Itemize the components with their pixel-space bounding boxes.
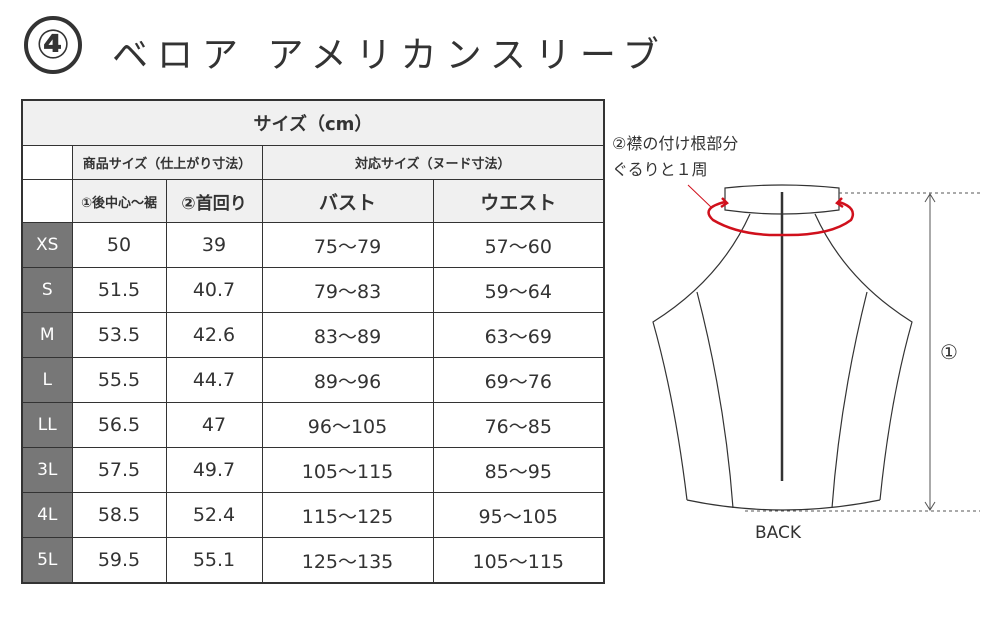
- waist-cell: 95〜105: [432, 492, 605, 538]
- page-title: ベロア アメリカンスリーブ: [112, 35, 668, 76]
- neck-cell: 55.1: [165, 537, 263, 584]
- size-cell: 4L: [21, 492, 73, 538]
- waist-cell: 105〜115: [432, 537, 605, 584]
- length-cell: 51.5: [71, 267, 167, 313]
- waist-cell: 59〜64: [432, 267, 605, 313]
- bust-cell: 89〜96: [261, 357, 434, 403]
- table-row: S 51.5 40.7 79〜83 59〜64: [21, 267, 605, 313]
- table-row: 5L 59.5 55.1 125〜135 105〜115: [21, 537, 605, 584]
- col-length: ①後中心〜裾: [71, 179, 167, 223]
- neck-measure-note: ②襟の付け根部分 ぐるりと１周: [612, 131, 738, 183]
- length-cell: 50: [71, 222, 167, 268]
- table-row: LL 56.5 47 96〜105 76〜85: [21, 402, 605, 448]
- waist-cell: 69〜76: [432, 357, 605, 403]
- collar: [724, 184, 840, 215]
- table-row: L 55.5 44.7 89〜96 69〜76: [21, 357, 605, 403]
- bust-cell: 125〜135: [261, 537, 434, 584]
- garment-right-outline: [814, 213, 913, 501]
- size-cell: S: [21, 267, 73, 313]
- view-label: BACK: [755, 523, 802, 543]
- length-marker: ①: [940, 340, 958, 364]
- size-cell: L: [21, 357, 73, 403]
- note-line-2: ぐるりと１周: [612, 160, 708, 179]
- col-bust: バスト: [261, 179, 434, 223]
- bust-cell: 96〜105: [261, 402, 434, 448]
- neck-cell: 52.4: [165, 492, 263, 538]
- col-waist: ウエスト: [432, 179, 605, 223]
- pointer-line: [687, 184, 713, 209]
- bust-cell: 75〜79: [261, 222, 434, 268]
- bust-cell: 83〜89: [261, 312, 434, 358]
- table-row: XS 50 39 75〜79 57〜60: [21, 222, 605, 268]
- bust-cell: 105〜115: [261, 447, 434, 493]
- left-princess-seam: [696, 291, 734, 509]
- bust-cell: 115〜125: [261, 492, 434, 538]
- length-cell: 56.5: [71, 402, 167, 448]
- title-number: ④: [24, 16, 82, 74]
- length-cell: 58.5: [71, 492, 167, 538]
- table-row: 4L 58.5 52.4 115〜125 95〜105: [21, 492, 605, 538]
- dim-arrow-top: [924, 193, 936, 203]
- size-cell: 3L: [21, 447, 73, 493]
- dim-arrow-bottom: [924, 501, 936, 511]
- arrowhead-left: [720, 197, 729, 209]
- right-princess-seam: [831, 291, 868, 509]
- length-cell: 57.5: [71, 447, 167, 493]
- neck-cell: 42.6: [165, 312, 263, 358]
- neck-cell: 47: [165, 402, 263, 448]
- waist-cell: 85〜95: [432, 447, 605, 493]
- group-product-size: 商品サイズ（仕上がり寸法）: [71, 145, 263, 180]
- hem: [686, 499, 881, 511]
- note-line-1: ②襟の付け根部分: [612, 134, 739, 153]
- neck-cell: 49.7: [165, 447, 263, 493]
- neck-measure-loop: [707, 200, 855, 237]
- size-table: サイズ（cm） 商品サイズ（仕上がり寸法） 対応サイズ（ヌード寸法） ①後中心〜…: [21, 99, 605, 584]
- waist-cell: 76〜85: [432, 402, 605, 448]
- neck-cell: 40.7: [165, 267, 263, 313]
- neck-cell: 44.7: [165, 357, 263, 403]
- group-body-size: 対応サイズ（ヌード寸法）: [261, 145, 605, 180]
- table-row: M 53.5 42.6 83〜89 63〜69: [21, 312, 605, 358]
- garment-left-outline: [652, 213, 751, 501]
- waist-cell: 63〜69: [432, 312, 605, 358]
- table-row: 3L 57.5 49.7 105〜115 85〜95: [21, 447, 605, 493]
- arrowhead-right: [835, 197, 844, 209]
- col-neck: ②首回り: [165, 179, 263, 223]
